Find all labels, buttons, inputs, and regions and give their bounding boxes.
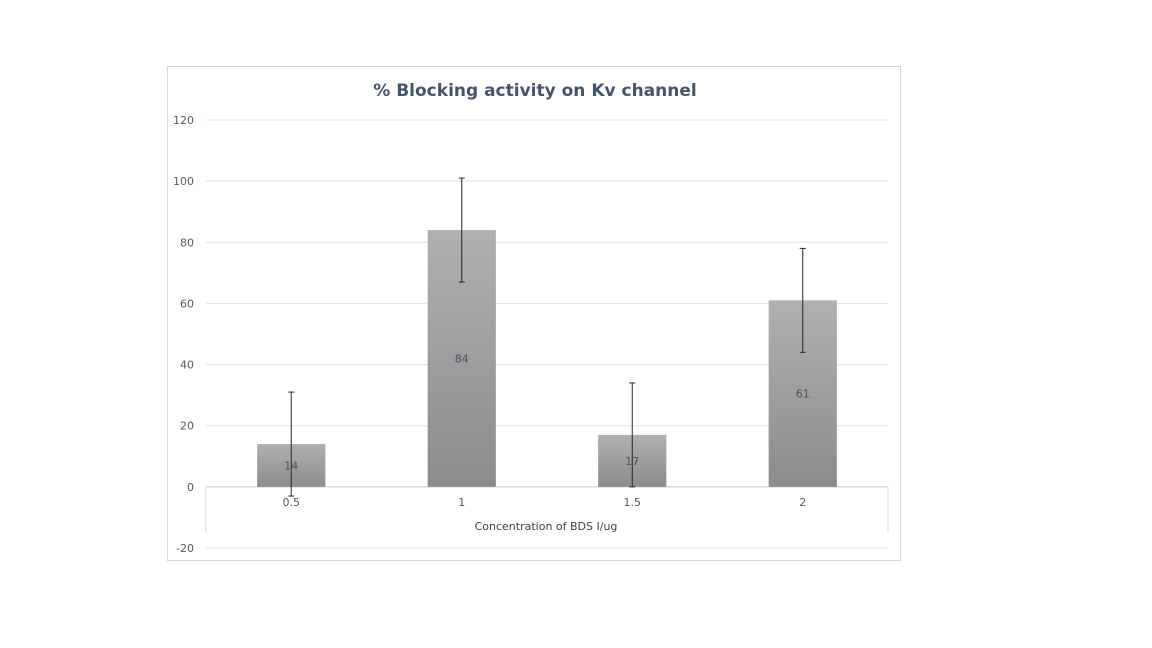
bar-chart: % Blocking activity on Kv channel -20020…: [173, 81, 889, 555]
y-tick-label: 0: [187, 481, 194, 494]
x-axis-title: Concentration of BDS I/ug: [475, 520, 618, 533]
y-tick-label: -20: [176, 542, 194, 555]
x-tick-label: 1.5: [624, 496, 642, 509]
y-tick-label: 120: [173, 114, 194, 127]
y-tick-label: 20: [180, 420, 194, 433]
chart-container: % Blocking activity on Kv channel -20 0 20…: [167, 66, 901, 561]
data-label: 17: [625, 455, 639, 468]
y-tick-label: 40: [180, 359, 194, 372]
x-tick-label: 2: [799, 496, 806, 509]
y-tick-label: 60: [180, 297, 194, 310]
y-tick-label: 100: [173, 175, 194, 188]
x-tick-label: 1: [458, 496, 465, 509]
bars: [257, 177, 837, 497]
data-label: 14: [284, 459, 298, 472]
y-tick-label: 80: [180, 236, 194, 249]
x-tick-label: 0.5: [283, 496, 301, 509]
labels: -20 0 20 40 60 80 100 120 14 0.5 84 1 17 1.5 61 2: [173, 114, 810, 555]
data-label: 61: [796, 388, 810, 401]
data-label: 84: [455, 352, 469, 365]
chart-title: % Blocking activity on Kv channel: [373, 81, 696, 101]
